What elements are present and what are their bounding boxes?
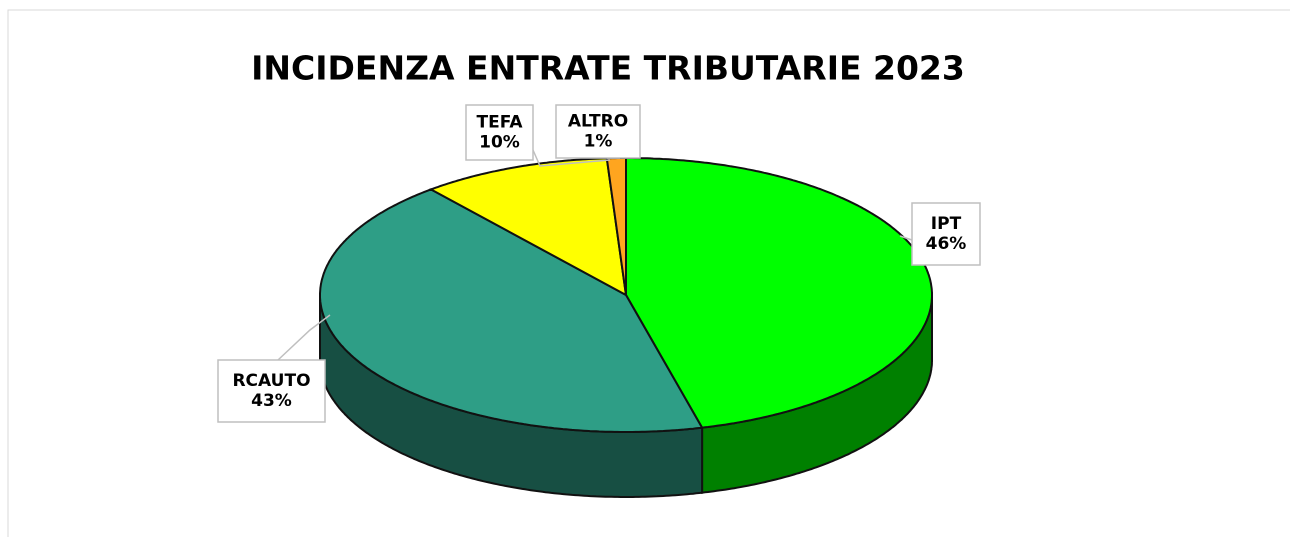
label-box [217, 359, 326, 423]
label-value: 1% [584, 132, 613, 152]
data-label: IPT 46% [926, 214, 967, 254]
label-category: IPT [931, 214, 962, 234]
label-category: TEFA [476, 112, 523, 132]
chart-title: INCIDENZA ENTRATE TRIBUTARIE 2023 [251, 49, 965, 88]
label-value: 43% [251, 391, 292, 411]
label-box [911, 202, 981, 266]
label-box [465, 104, 534, 161]
data-label: TEFA 10% [476, 112, 523, 152]
label-box [555, 104, 641, 159]
label-value: 46% [926, 234, 967, 254]
label-category: ALTRO [568, 111, 628, 131]
leader-line [532, 149, 611, 167]
leader-line [899, 235, 913, 241]
slice [319, 188, 704, 433]
leader-line [277, 314, 331, 361]
slice [625, 157, 933, 429]
label-value: 10% [479, 133, 520, 153]
data-label: ALTRO 1% [568, 111, 628, 151]
data-label: RCAUTO 43% [232, 371, 310, 411]
slice [428, 157, 628, 297]
label-category: RCAUTO [232, 371, 310, 391]
